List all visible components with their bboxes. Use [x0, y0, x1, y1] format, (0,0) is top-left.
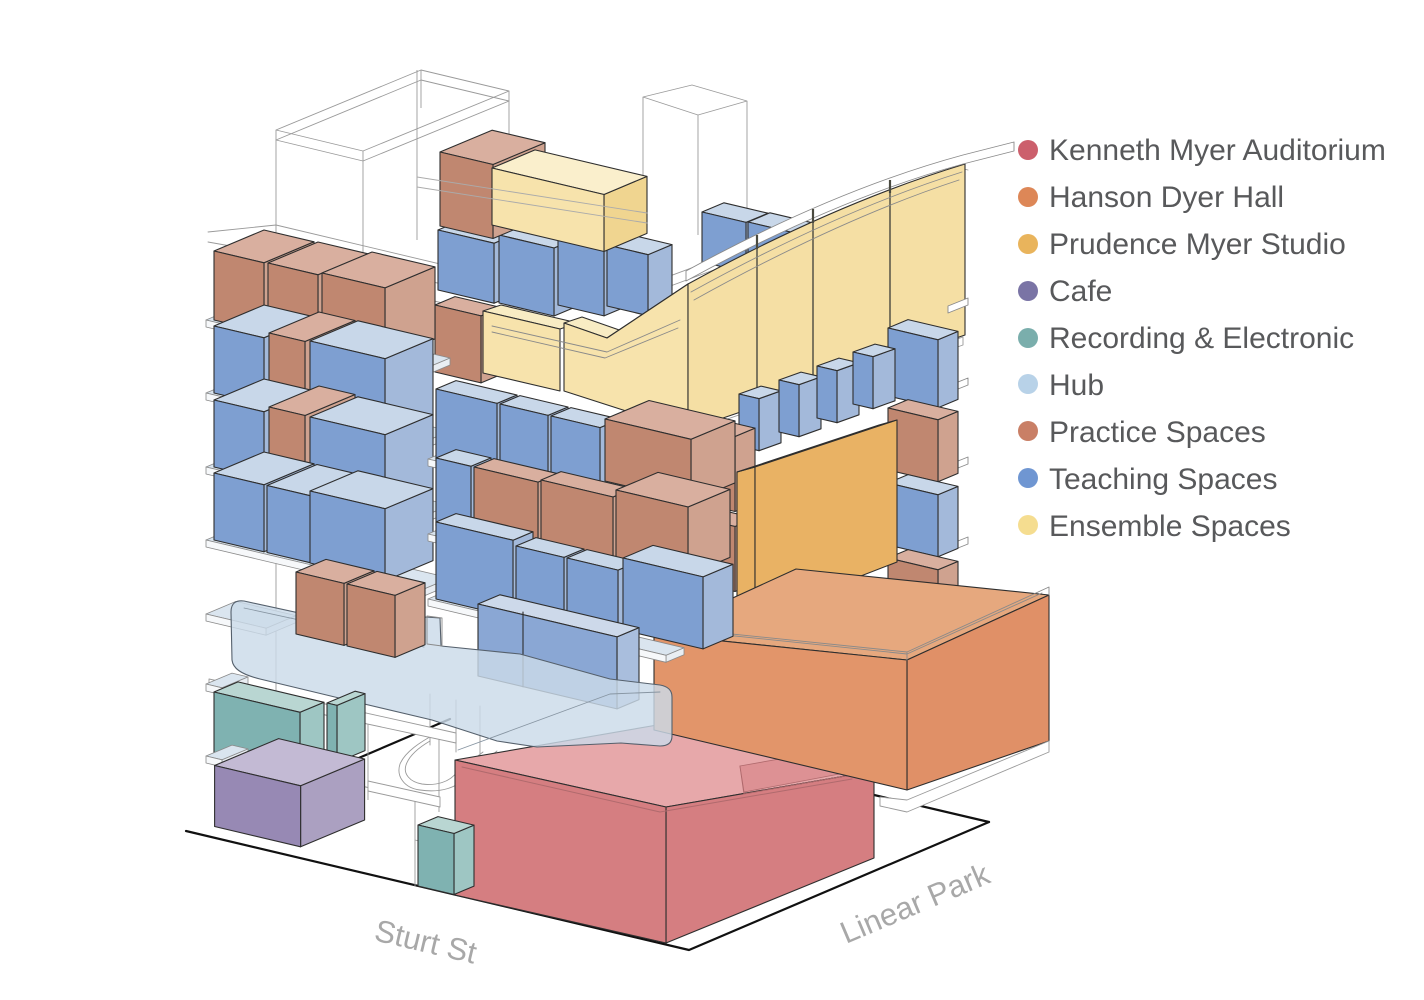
- svg-text:Practice Spaces: Practice Spaces: [1049, 416, 1266, 449]
- svg-text:Kenneth Myer Auditorium: Kenneth Myer Auditorium: [1049, 134, 1386, 167]
- svg-text:Cafe: Cafe: [1049, 275, 1112, 308]
- svg-text:Recording & Electronic: Recording & Electronic: [1049, 322, 1354, 355]
- svg-text:Teaching Spaces: Teaching Spaces: [1049, 463, 1278, 496]
- svg-text:Hanson Dyer Hall: Hanson Dyer Hall: [1049, 181, 1284, 214]
- svg-text:Hub: Hub: [1049, 369, 1104, 402]
- svg-text:Prudence Myer Studio: Prudence Myer Studio: [1049, 228, 1346, 261]
- svg-text:Ensemble Spaces: Ensemble Spaces: [1049, 510, 1291, 543]
